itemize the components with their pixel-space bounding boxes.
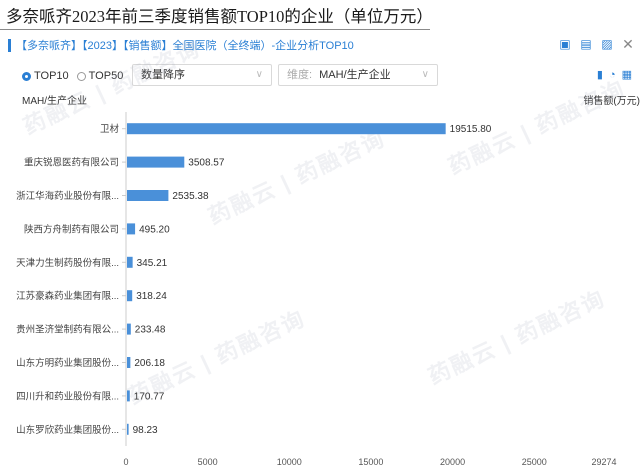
page-title: 多奈哌齐2023年前三季度销售额TOP10的企业（单位万元） <box>6 7 433 26</box>
bar[interactable] <box>127 290 133 302</box>
radio-top10[interactable]: TOP10 <box>22 70 69 82</box>
bar[interactable] <box>127 357 131 368</box>
view-toggle-group: ▮ ◔ ▦ <box>597 69 632 81</box>
sort-select-value: 数量降序 <box>141 69 185 81</box>
category-label: 山东方明药业集团股份... <box>16 357 119 369</box>
category-label: 天津力生制药股份有限... <box>16 257 119 269</box>
bar-value-label: 233.48 <box>135 325 166 336</box>
x-tick-label: 20000 <box>440 457 465 467</box>
category-label: 重庆锐恩医药有限公司 <box>24 157 119 169</box>
bar[interactable] <box>127 256 133 268</box>
close-icon[interactable]: ✕ <box>622 36 634 52</box>
bar[interactable] <box>127 223 136 235</box>
bar-value-label: 2535.38 <box>172 191 209 202</box>
dimension-select-value: MAH/生产企业 <box>319 69 391 81</box>
sort-select[interactable]: 数量降序 ∨ <box>132 64 272 86</box>
bar[interactable] <box>127 190 169 201</box>
x-tick-label: 25000 <box>522 457 547 467</box>
chevron-down-icon: ∨ <box>255 69 263 80</box>
x-tick-label: 5000 <box>198 457 218 467</box>
top-radio-group: TOP10 TOP50 <box>22 66 131 86</box>
category-label: 陕西方舟制药有限公司 <box>24 223 119 235</box>
radio-top10-indicator <box>22 71 31 81</box>
pie-chart-icon[interactable]: ◔ <box>608 69 616 81</box>
dimension-select-label: 维度: <box>287 69 313 81</box>
bar-value-label: 495.20 <box>139 224 170 235</box>
bar[interactable] <box>127 123 446 135</box>
category-label: 浙江华海药业股份有限... <box>16 190 119 202</box>
radio-top50[interactable]: TOP50 <box>76 70 124 82</box>
category-label: 卫材 <box>100 123 120 135</box>
panel-accent-bar <box>8 39 11 52</box>
bar[interactable] <box>127 323 131 335</box>
y-axis-title: MAH/生产企业 <box>22 96 87 107</box>
export-excel-icon[interactable]: ▣ <box>559 37 571 51</box>
dimension-select[interactable]: 维度: MAH/生产企业 ∨ <box>278 64 438 86</box>
radio-top50-indicator <box>76 71 86 81</box>
radio-top10-label: TOP10 <box>34 70 69 82</box>
category-label: 贵州圣济堂制药有限公... <box>16 324 119 336</box>
x-tick-label: 15000 <box>358 457 383 467</box>
category-label: 山东罗欣药业集团股份... <box>16 424 119 436</box>
export-ppt-icon[interactable]: ▤ <box>580 37 592 51</box>
image-icon[interactable]: ▨ <box>601 37 613 51</box>
bar-value-label: 19515.80 <box>450 124 492 135</box>
bar-chart-icon[interactable]: ▮ <box>596 69 603 81</box>
x-axis-title: 销售额(万元) <box>583 96 640 107</box>
bar-value-label: 98.23 <box>133 425 158 436</box>
bar[interactable] <box>127 390 130 402</box>
title-divider <box>0 29 430 30</box>
bar-value-label: 318.24 <box>136 291 167 302</box>
bar-value-label: 345.21 <box>137 258 168 269</box>
x-tick-label: 0 <box>123 457 128 467</box>
table-icon[interactable]: ▦ <box>621 69 632 81</box>
bar-value-label: 170.77 <box>134 391 165 402</box>
x-tick-label: 29274 <box>591 457 616 467</box>
bar-value-label: 206.18 <box>134 358 165 369</box>
panel-toolbar: ▣ ▤ ▨ ✕ <box>559 36 634 52</box>
category-label: 四川升和药业股份有限... <box>16 390 119 402</box>
panel-title: 【多奈哌齐】【2023】【销售额】全国医院（全终端）-企业分析TOP10 <box>16 40 354 52</box>
bar[interactable] <box>127 423 129 435</box>
bar-value-label: 3508.57 <box>188 158 225 169</box>
chevron-down-icon: ∨ <box>421 69 429 80</box>
x-tick-label: 10000 <box>277 457 302 467</box>
radio-top50-label: TOP50 <box>88 70 124 82</box>
category-label: 江苏豪森药业集团有限... <box>16 290 119 302</box>
bar[interactable] <box>127 156 185 168</box>
